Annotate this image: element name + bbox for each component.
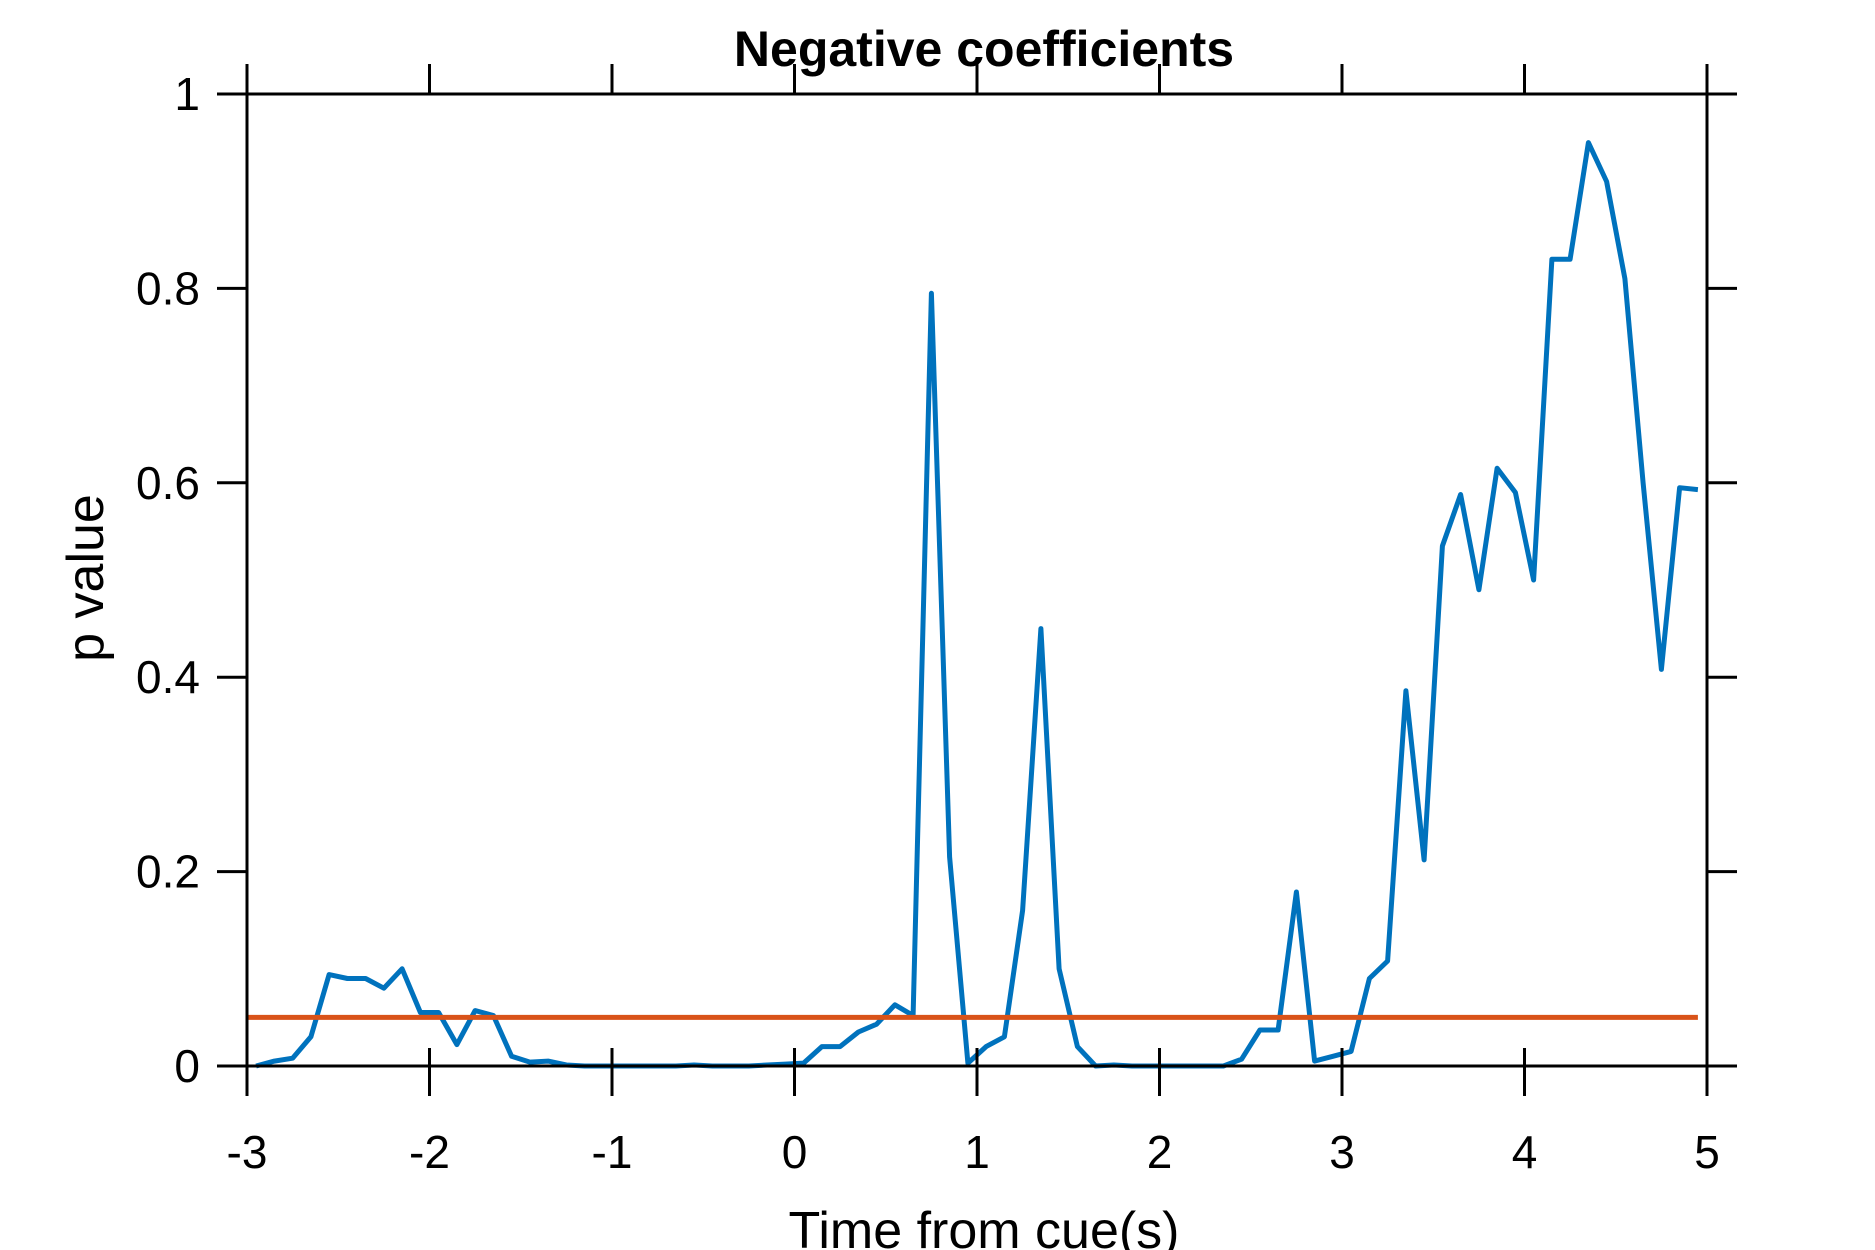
- x-axis-label: Time from cue(s): [789, 1202, 1180, 1250]
- y-tick-label: 0.4: [136, 651, 200, 703]
- plot-area: [247, 140, 1699, 1069]
- x-tick-label: -3: [227, 1126, 268, 1178]
- x-tick-label: 1: [964, 1126, 990, 1178]
- y-axis-label: p value: [57, 494, 115, 662]
- y-tick-label: 0.8: [136, 262, 200, 314]
- y-tick-label: 1: [174, 68, 200, 120]
- y-tick-label: 0.2: [136, 846, 200, 898]
- x-tick-label: 3: [1329, 1126, 1355, 1178]
- chart-title: Negative coefficients: [734, 21, 1234, 77]
- y-tick-label: 0.6: [136, 457, 200, 509]
- x-tick-label: -1: [592, 1126, 633, 1178]
- axes: -3 -2 -1 0 1 2 3 4 5 0 0.2 0.4 0.6 0.8 1: [136, 64, 1737, 1178]
- p-value-series-line: [255, 140, 1699, 1069]
- x-tick-label: 2: [1147, 1126, 1173, 1178]
- x-tick-label: 5: [1694, 1126, 1720, 1178]
- y-tick-label: 0: [174, 1040, 200, 1092]
- x-tick-label: 0: [782, 1126, 808, 1178]
- x-tick-label: 4: [1512, 1126, 1538, 1178]
- x-tick-label: -2: [409, 1126, 450, 1178]
